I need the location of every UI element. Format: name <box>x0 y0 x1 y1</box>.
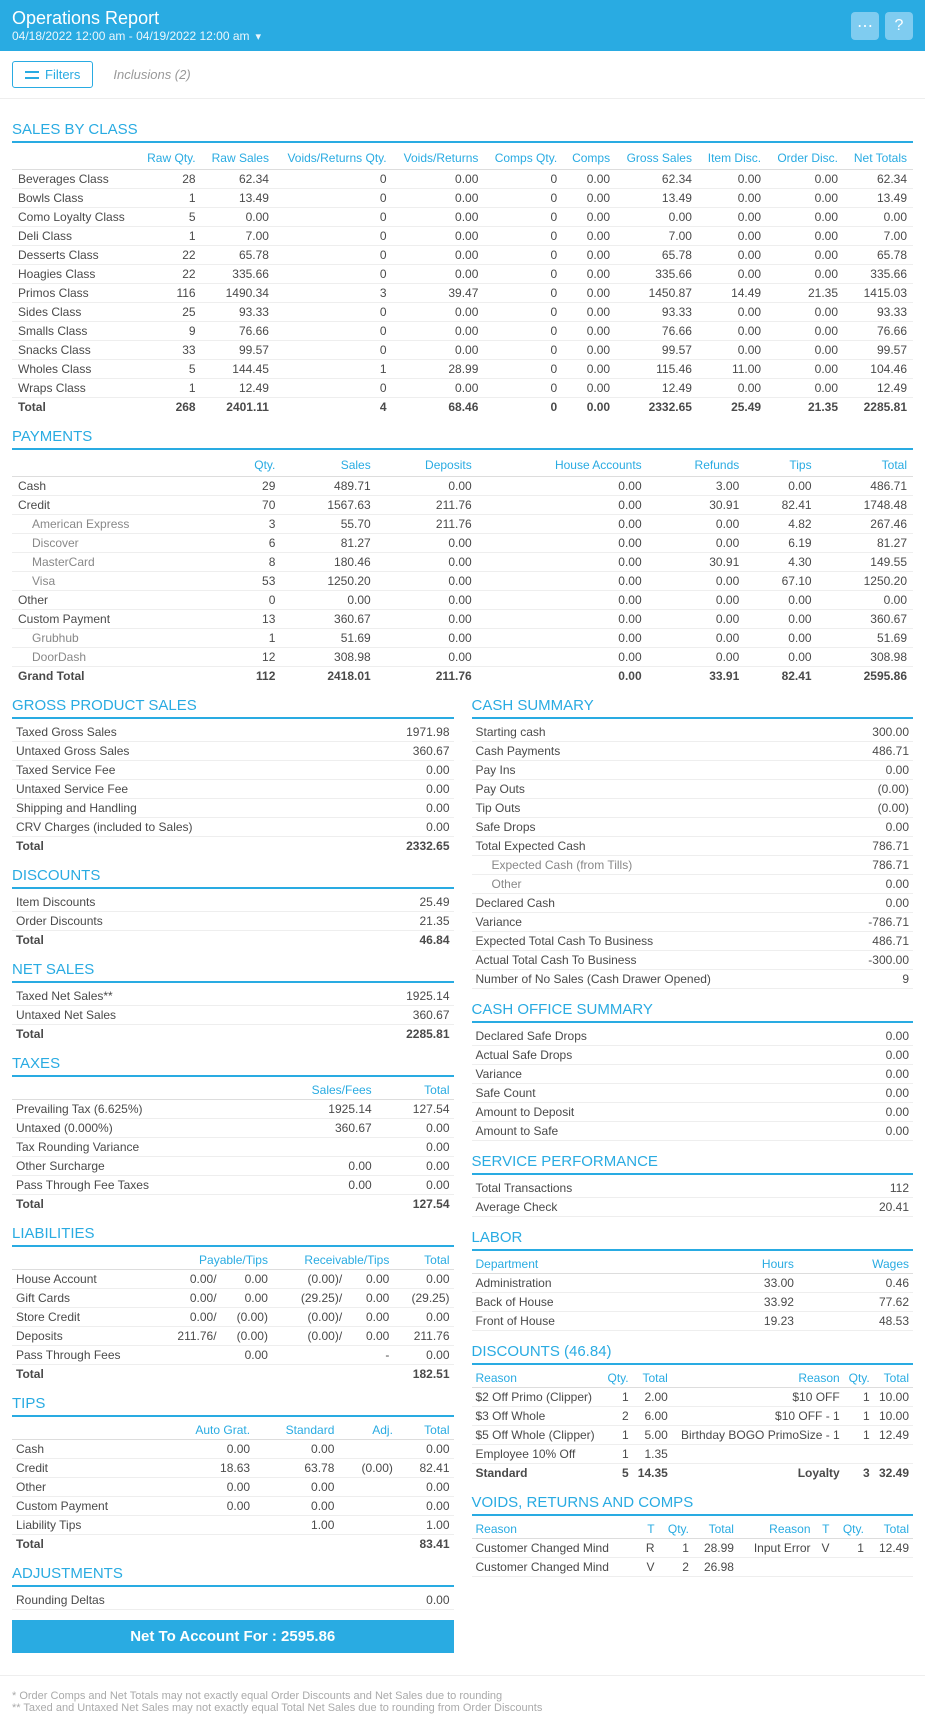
cash-office-table: Declared Safe Drops0.00Actual Safe Drops… <box>472 1027 914 1141</box>
filters-button[interactable]: Filters <box>12 61 93 88</box>
section-sales-by-class: SALES BY CLASS <box>12 121 913 143</box>
section-discounts-detail: DISCOUNTS (46.84) <box>472 1343 914 1365</box>
adjustments-table: Rounding Deltas0.00 <box>12 1591 454 1610</box>
section-liabilities: LIABILITIES <box>12 1225 454 1247</box>
section-cash-office: CASH OFFICE SUMMARY <box>472 1001 914 1023</box>
section-gross-product: GROSS PRODUCT SALES <box>12 697 454 719</box>
section-taxes: TAXES <box>12 1055 454 1077</box>
net-to-account: Net To Account For : 2595.86 <box>12 1620 454 1653</box>
voids-returns-table: ReasonTQty.TotalReasonTQty.TotalCustomer… <box>472 1520 914 1577</box>
payments-table: Qty.SalesDepositsHouse AccountsRefundsTi… <box>12 454 913 685</box>
discounts-table: Item Discounts25.49Order Discounts21.35T… <box>12 893 454 949</box>
inclusions-link[interactable]: Inclusions (2) <box>113 67 190 82</box>
discounts-detail-table: ReasonQty.TotalReasonQty.Total$2 Off Pri… <box>472 1369 914 1482</box>
section-net-sales: NET SALES <box>12 961 454 983</box>
section-voids-returns: VOIDS, RETURNS AND COMPS <box>472 1494 914 1516</box>
net-sales-table: Taxed Net Sales**1925.14Untaxed Net Sale… <box>12 987 454 1043</box>
section-adjustments: ADJUSTMENTS <box>12 1565 454 1587</box>
filter-icon <box>25 69 39 81</box>
report-header: Operations Report 04/18/2022 12:00 am - … <box>0 0 925 51</box>
help-button[interactable]: ? <box>885 12 913 40</box>
taxes-table: Sales/FeesTotalPrevailing Tax (6.625%)19… <box>12 1081 454 1213</box>
section-discounts: DISCOUNTS <box>12 867 454 889</box>
service-perf-table: Total Transactions112Average Check20.41 <box>472 1179 914 1217</box>
section-labor: LABOR <box>472 1229 914 1251</box>
footnotes: * Order Comps and Net Totals may not exa… <box>0 1675 925 1728</box>
chevron-down-icon: ▾ <box>256 30 262 43</box>
section-payments: PAYMENTS <box>12 428 913 450</box>
labor-table: DepartmentHoursWagesAdministration33.000… <box>472 1255 914 1331</box>
section-tips: TIPS <box>12 1395 454 1417</box>
section-cash-summary: CASH SUMMARY <box>472 697 914 719</box>
more-button[interactable]: ⋯ <box>851 12 879 40</box>
sales-by-class-table: Raw Qty.Raw SalesVoids/Returns Qty.Voids… <box>12 147 913 416</box>
date-range[interactable]: 04/18/2022 12:00 am - 04/19/2022 12:00 a… <box>12 29 261 43</box>
cash-summary-table: Starting cash300.00Cash Payments486.71Pa… <box>472 723 914 989</box>
gross-product-table: Taxed Gross Sales1971.98Untaxed Gross Sa… <box>12 723 454 855</box>
tips-table: Auto Grat.StandardAdj.TotalCash0.000.000… <box>12 1421 454 1553</box>
liabilities-table: Payable/TipsReceivable/TipsTotalHouse Ac… <box>12 1251 454 1383</box>
toolbar: Filters Inclusions (2) <box>0 51 925 99</box>
section-service-perf: SERVICE PERFORMANCE <box>472 1153 914 1175</box>
report-title: Operations Report <box>12 8 261 29</box>
